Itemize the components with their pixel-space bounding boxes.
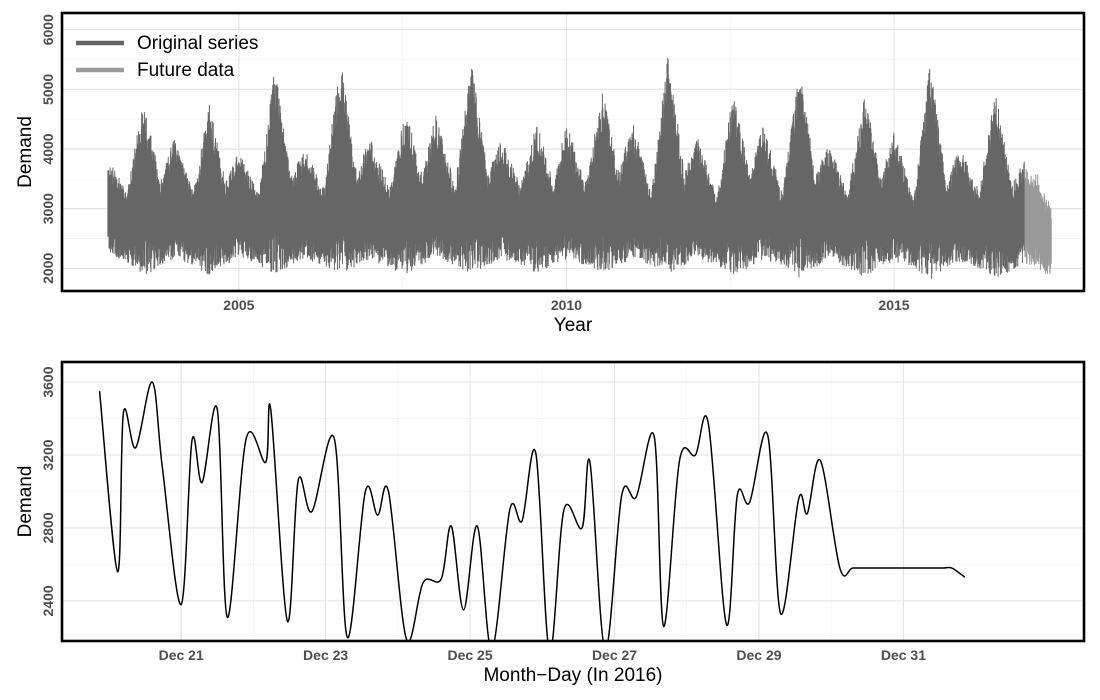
legend-label: Original series [137,33,258,54]
x-tick-label: 2015 [878,297,909,313]
x-axis-title: Year [554,315,593,336]
plot-frame [60,11,1086,293]
x-axis-title: Month−Day (In 2016) [483,665,662,686]
y-tick-label: 6000 [40,14,56,45]
x-tick-label: 2005 [223,297,254,313]
y-tick-label: 5000 [40,74,56,105]
y-tick-label: 3600 [40,366,56,397]
chart-top: 2005 2010 2015 2000 3000 4000 5000 6000 Year Dema… [15,11,1086,336]
plot-frame [60,360,1086,643]
x-tick-label: Dec 29 [736,647,781,663]
y-axis-title: Demand [15,466,36,538]
legend: Original series Future data [76,33,258,81]
series-line [1024,168,1052,275]
y-tick-label: 2000 [40,253,56,284]
chart-bottom: Dec 21 Dec 23 Dec 25 Dec 27 Dec 29 Dec 31 2400… [15,360,1086,686]
y-tick-label: 2800 [40,512,56,543]
y-axis-title: Demand [15,116,36,188]
series-line [107,57,1026,280]
grid [62,362,1084,641]
y-tick-label: 3200 [40,439,56,470]
legend-label: Future data [137,60,235,81]
x-tick-label: Dec 27 [592,647,637,663]
series-line [98,381,966,641]
y-tick-label: 4000 [40,133,56,164]
x-tick-label: Dec 25 [447,647,492,663]
x-tick-label: Dec 23 [303,647,348,663]
y-tick-label: 3000 [40,193,56,224]
x-tick-label: 2010 [551,297,582,313]
y-tick-label: 2400 [40,585,56,616]
x-tick-label: Dec 21 [159,647,204,663]
x-tick-label: Dec 31 [881,647,926,663]
